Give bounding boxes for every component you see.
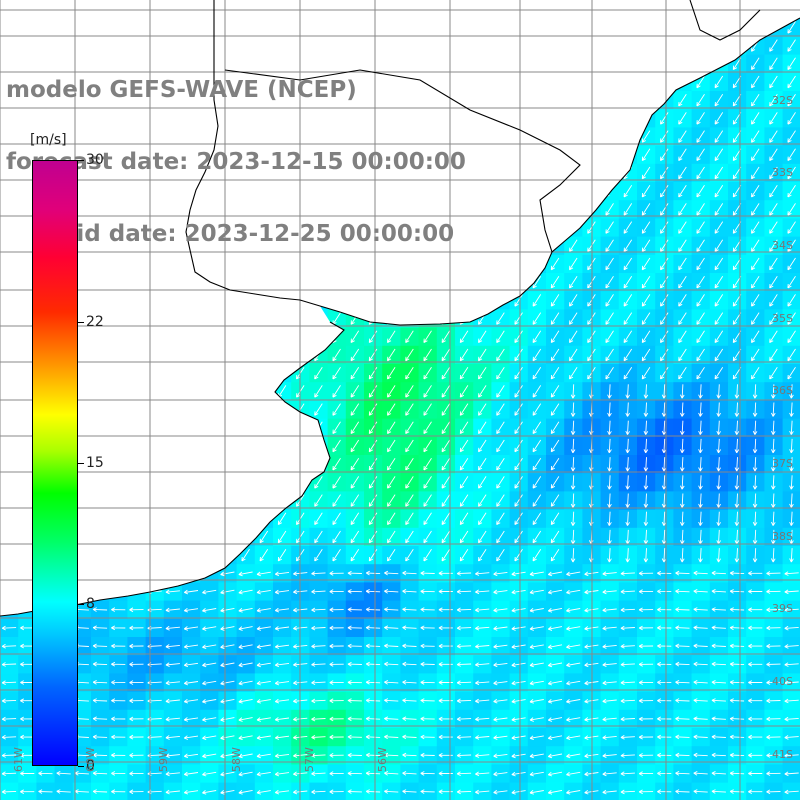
wind-arrow bbox=[751, 57, 760, 70]
wind-arrow bbox=[714, 112, 724, 125]
colorbar-tick-label: 15 bbox=[86, 455, 104, 471]
wind-arrow bbox=[714, 75, 724, 89]
wind-arrow bbox=[787, 112, 796, 125]
latitude-label: 40S bbox=[772, 675, 793, 688]
wind-arrow bbox=[751, 75, 760, 89]
wind-arrow bbox=[641, 166, 651, 180]
wind-arrow bbox=[696, 148, 705, 161]
colorbar-tick-label: 30 bbox=[86, 152, 104, 168]
wind-arrow bbox=[641, 184, 651, 198]
longitude-label: 57W bbox=[303, 747, 316, 772]
wind-arrow bbox=[696, 75, 705, 89]
wind-arrow bbox=[787, 39, 796, 52]
colorbar-tick-mark bbox=[78, 604, 84, 606]
wind-arrow bbox=[787, 148, 796, 161]
wind-arrow bbox=[714, 184, 724, 198]
wind-arrow bbox=[660, 166, 669, 180]
wind-arrow bbox=[641, 148, 651, 161]
wind-arrow bbox=[714, 93, 724, 107]
latitude-label: 36S bbox=[772, 384, 793, 397]
longitude-label: 56W bbox=[376, 747, 389, 772]
wind-arrow bbox=[696, 184, 705, 198]
latitude-label: 38S bbox=[772, 530, 793, 543]
latitude-label: 32S bbox=[772, 94, 793, 107]
wind-arrow bbox=[714, 166, 724, 180]
wind-arrow bbox=[787, 57, 796, 70]
wind-arrow bbox=[714, 130, 724, 143]
colorbar-tick-mark bbox=[78, 321, 84, 323]
wind-arrow bbox=[787, 184, 796, 198]
wind-arrow bbox=[696, 166, 705, 180]
colorbar-tick-mark bbox=[78, 463, 84, 464]
longitude-label: 59W bbox=[157, 747, 170, 772]
wind-arrow bbox=[678, 166, 687, 180]
wind-arrow bbox=[769, 130, 778, 143]
longitude-label: 60W bbox=[84, 747, 97, 772]
colorbar-tick-label: 8 bbox=[86, 596, 95, 613]
wind-arrow bbox=[769, 166, 778, 180]
latitude-label: 34S bbox=[772, 239, 793, 252]
wind-arrow bbox=[769, 75, 778, 89]
colorbar bbox=[32, 160, 78, 766]
wind-arrow bbox=[751, 166, 760, 180]
wind-arrow bbox=[787, 130, 796, 143]
wind-arrow bbox=[751, 112, 760, 125]
wind-arrow bbox=[660, 112, 669, 125]
wind-arrow bbox=[751, 93, 760, 107]
latitude-label: 35S bbox=[772, 312, 793, 325]
wind-arrow bbox=[660, 148, 669, 161]
wind-arrow bbox=[678, 148, 687, 161]
wind-arrow bbox=[660, 184, 669, 198]
wind-arrow bbox=[787, 166, 796, 180]
wind-arrow bbox=[696, 93, 705, 107]
wind-arrow bbox=[769, 39, 778, 52]
colorbar-units: [m/s] bbox=[30, 132, 67, 148]
longitude-label: 58W bbox=[230, 747, 243, 772]
wind-arrow bbox=[714, 148, 724, 161]
wind-arrow bbox=[751, 130, 760, 143]
wind-arrow bbox=[769, 93, 778, 107]
longitude-label: 61W bbox=[12, 747, 25, 772]
wind-arrow bbox=[696, 130, 705, 143]
colorbar-tick-label: 22 bbox=[86, 313, 104, 330]
title-model: modelo GEFS-WAVE (NCEP) bbox=[6, 77, 357, 103]
wind-arrow bbox=[769, 57, 778, 70]
colorbar-tick-mark bbox=[78, 160, 84, 161]
wind-arrow bbox=[751, 148, 760, 161]
wind-arrow bbox=[769, 148, 778, 161]
wind-arrow bbox=[678, 112, 687, 125]
wind-arrow bbox=[678, 93, 687, 107]
wind-arrow bbox=[696, 112, 705, 125]
wind-arrow bbox=[787, 21, 796, 34]
wind-arrow bbox=[660, 130, 669, 143]
wind-arrow bbox=[623, 184, 633, 198]
wind-arrow bbox=[769, 112, 778, 125]
wind-arrow bbox=[769, 184, 778, 198]
wind-arrow bbox=[787, 75, 796, 89]
wind-arrow bbox=[678, 130, 687, 143]
wind-arrow bbox=[641, 130, 651, 143]
latitude-label: 37S bbox=[772, 457, 793, 470]
latitude-label: 41S bbox=[772, 748, 793, 761]
latitude-label: 39S bbox=[772, 602, 793, 615]
wind-arrow bbox=[678, 184, 687, 198]
wind-arrow bbox=[787, 93, 796, 107]
latitude-label: 33S bbox=[772, 166, 793, 179]
wind-arrow bbox=[751, 184, 760, 198]
